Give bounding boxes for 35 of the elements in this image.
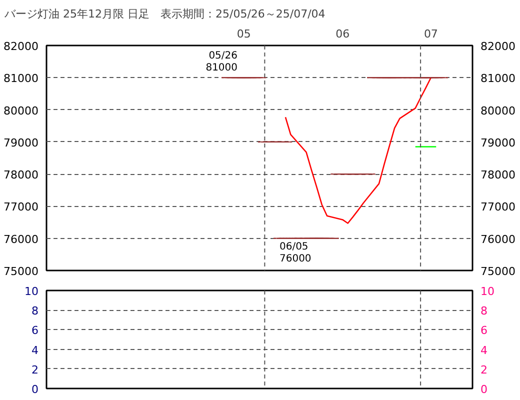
y-tick-label: 10 — [24, 285, 39, 298]
y2-tick-label: 79000 — [480, 136, 516, 150]
y-tick-label: 81000 — [4, 72, 39, 86]
y2-tick-label: 4 — [480, 344, 488, 357]
y2-tick-label: 6 — [480, 324, 488, 338]
y2-tick-label: 76000 — [480, 232, 516, 246]
y-tick-label: 79000 — [4, 136, 39, 150]
x-tick-label: 05 — [236, 28, 251, 40]
y2-tick-label: 0 — [480, 383, 488, 396]
y-tick-label: 80000 — [4, 104, 39, 118]
y2-tick-label: 75000 — [480, 265, 516, 278]
y2-tick-label: 81000 — [480, 72, 516, 86]
line-series — [284, 76, 432, 224]
annotation: 06/05 76000 — [279, 241, 312, 264]
y2-tick-label: 82000 — [480, 40, 516, 53]
y-tick-label: 78000 — [4, 168, 39, 182]
y2-tick-label: 77000 — [480, 200, 516, 214]
annotation: 05/26 81000 — [206, 50, 238, 74]
chart-title: バージ灯油 25年12月限 日足 表示期間：25/05/26～25/07/04 — [4, 8, 326, 20]
x-tick-label: 07 — [424, 28, 438, 40]
y2-tick-label: 80000 — [480, 104, 516, 118]
y2-tick-label: 10 — [480, 285, 494, 298]
x-tick-label: 06 — [336, 28, 350, 40]
y-tick-label: 8 — [32, 304, 38, 318]
y2-tick-label: 8 — [480, 304, 488, 318]
y-tick-label: 0 — [32, 383, 38, 396]
y-tick-label: 4 — [32, 344, 38, 357]
y-tick-label: 2 — [32, 363, 38, 376]
y-tick-label: 77000 — [4, 200, 39, 214]
y-tick-label: 82000 — [4, 40, 39, 53]
y-tick-label: 75000 — [4, 265, 39, 278]
y-tick-label: 76000 — [4, 232, 39, 246]
y2-tick-label: 2 — [480, 363, 488, 376]
y2-tick-label: 78000 — [480, 168, 516, 182]
y-tick-label: 6 — [32, 324, 38, 338]
